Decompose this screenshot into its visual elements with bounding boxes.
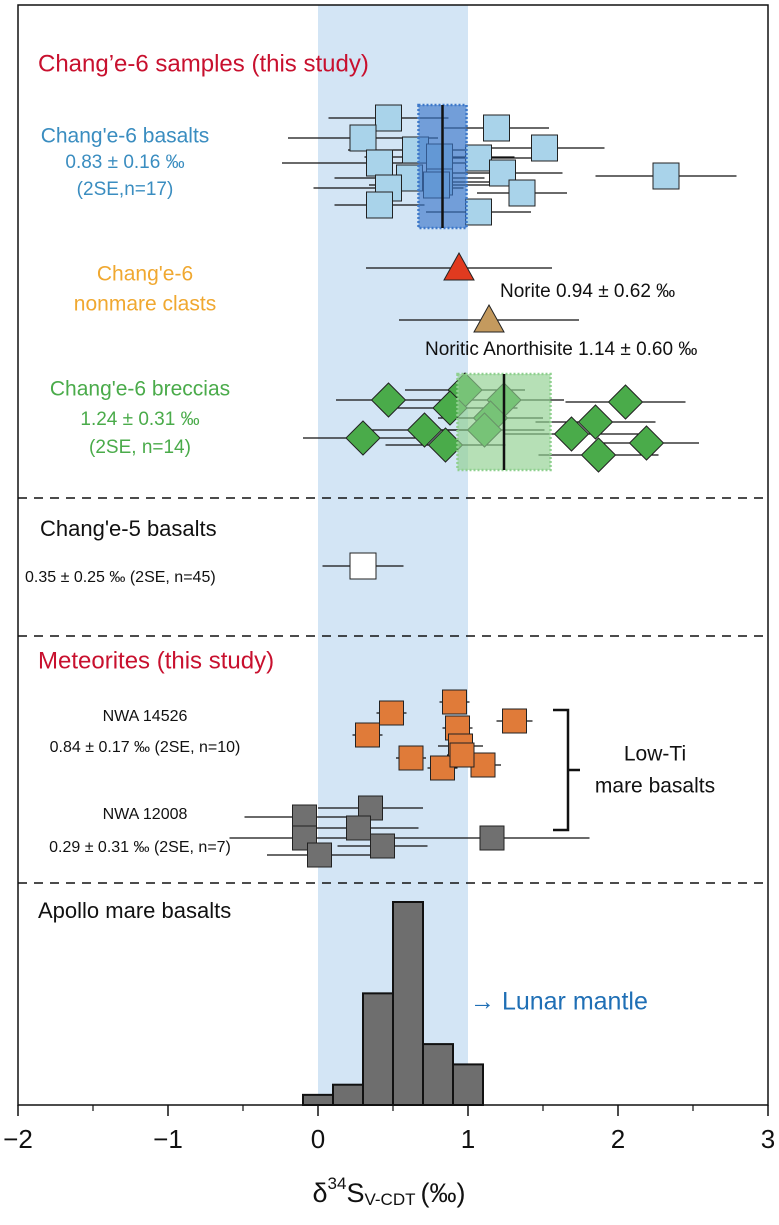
marker-square (470, 752, 496, 778)
label: Chang’e-6 samples (this study) (38, 50, 369, 77)
x-tick-label: −1 (153, 1124, 183, 1154)
label: Chang'e-5 basalts (40, 516, 217, 541)
label: 0.35 ± 0.25 ‰ (2SE, n=45) (25, 569, 216, 586)
marker-square (449, 742, 475, 768)
marker-square (346, 815, 371, 841)
label: 0.83 ± 0.16 ‰ (65, 152, 184, 173)
label: 1.24 ± 0.31 ‰ (80, 409, 199, 430)
label: NWA 12008 (103, 806, 188, 823)
marker-square (292, 804, 317, 830)
marker-diamond (628, 425, 665, 461)
marker-square (442, 689, 467, 715)
marker-diamond (345, 420, 381, 456)
marker-square (531, 134, 558, 162)
x-tick-label: 3 (761, 1124, 775, 1154)
marker-square (366, 149, 393, 177)
histogram-bar (362, 992, 394, 1106)
bracket (553, 708, 580, 832)
label: 0.29 ± 0.31 ‰ (2SE, n=7) (49, 839, 231, 856)
x-tick-label: 0 (311, 1124, 325, 1154)
marker-square (398, 745, 424, 771)
marker-square (370, 833, 395, 859)
marker-square (366, 191, 393, 219)
x-axis-label: δ34SV-CDT (‰) (313, 1174, 466, 1209)
marker-triangle (443, 251, 475, 281)
x-label-element: S (346, 1178, 364, 1208)
x-label-symbol: δ (313, 1178, 328, 1208)
marker-diamond (580, 437, 617, 473)
x-tick-label: 1 (461, 1124, 475, 1154)
marker-square (502, 708, 527, 734)
plot-frame (17, 4, 769, 1106)
marker-square (479, 825, 505, 851)
histogram-bar (332, 1083, 364, 1106)
label: Low-Ti (624, 743, 686, 766)
x-label-isotope: 34 (328, 1174, 347, 1193)
x-label-unit: (‰) (420, 1178, 465, 1208)
marker-square (465, 198, 492, 226)
label: Chang'e-6 breccias (50, 378, 230, 401)
marker-diamond (577, 404, 614, 440)
label: Meteorites (this study) (38, 647, 274, 674)
marker-square (379, 700, 404, 726)
marker-square (508, 179, 536, 207)
marker-triangle (473, 303, 505, 333)
label: Norite 0.94 ± 0.62 ‰ (500, 281, 675, 302)
marker-diamond (607, 384, 644, 420)
x-tick-label: 2 (611, 1124, 625, 1154)
marker-square (483, 114, 510, 142)
label: nonmare clasts (74, 293, 216, 316)
marker-square (349, 552, 377, 580)
histogram-bar (392, 901, 424, 1106)
x-label-standard: V-CDT (364, 1190, 415, 1209)
marker-square (465, 144, 492, 172)
label: 0.84 ± 0.17 ‰ (2SE, n=10) (50, 739, 241, 756)
marker-square (355, 722, 380, 748)
histogram-bar (452, 1063, 484, 1107)
label: (2SE,n=17) (77, 179, 174, 200)
histogram-bar (422, 1043, 454, 1106)
label: Noritic Anorthisite 1.14 ± 0.60 ‰ (425, 339, 697, 360)
histogram-bar (302, 1093, 334, 1106)
x-tick-label: −2 (3, 1124, 33, 1154)
marker-diamond (406, 412, 443, 448)
marker-diamond (553, 416, 590, 452)
label: → Lunar mantle (470, 988, 648, 1016)
marker-diamond (370, 382, 407, 418)
marker-square (652, 162, 680, 190)
label: NWA 14526 (103, 708, 188, 725)
marker-square (375, 104, 402, 132)
label: Chang'e-6 (97, 263, 193, 286)
label: mare basalts (595, 775, 715, 798)
marker-square (349, 124, 377, 152)
label: (2SE, n=14) (89, 437, 191, 458)
label: Apollo mare basalts (38, 898, 231, 923)
marker-square (307, 842, 332, 868)
label: Chang'e-6 basalts (41, 125, 210, 148)
